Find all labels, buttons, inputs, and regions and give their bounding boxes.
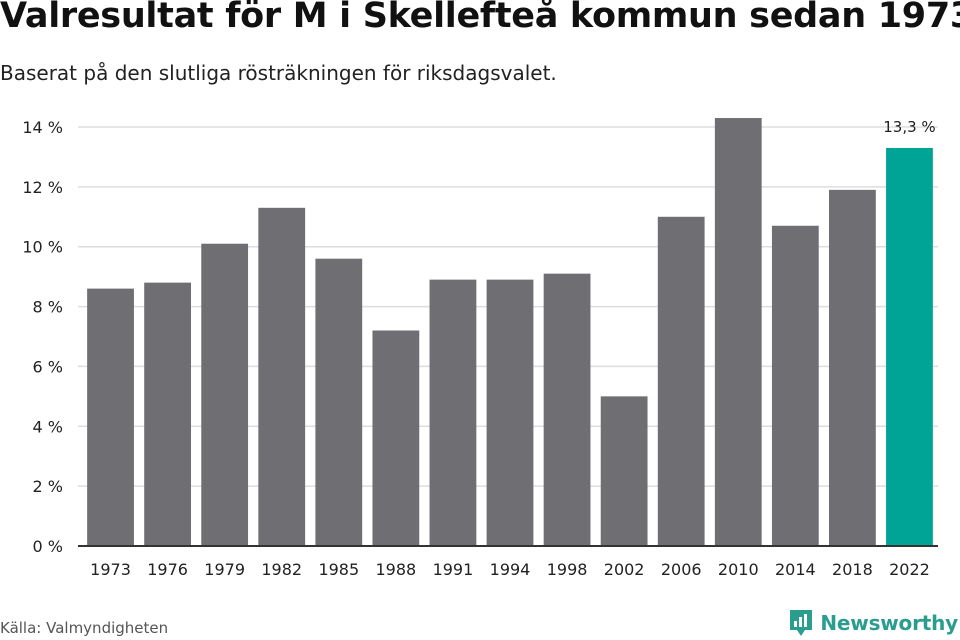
bar — [315, 258, 363, 546]
x-tick-label: 2006 — [661, 560, 702, 579]
x-tick-label: 2014 — [775, 560, 816, 579]
y-tick-label: 12 % — [22, 178, 63, 197]
source-note: Källa: Valmyndigheten — [0, 619, 169, 637]
bar — [886, 147, 933, 546]
bar — [429, 279, 477, 546]
x-tick-label: 1998 — [547, 560, 588, 579]
x-tick-label: 1982 — [261, 560, 302, 579]
y-tick-label: 6 % — [33, 357, 63, 376]
chart-subtitle: Baserat på den slutliga rösträkningen fö… — [0, 61, 557, 85]
bar — [657, 216, 705, 547]
bar — [144, 282, 191, 546]
bar — [87, 288, 134, 546]
brand-logo: Newsworthy — [788, 608, 958, 638]
y-tick-label: 0 % — [33, 537, 63, 556]
bar — [829, 189, 876, 546]
x-tick-label: 2022 — [889, 560, 930, 579]
x-tick-label: 1979 — [204, 560, 245, 579]
x-tick-label: 1985 — [318, 560, 359, 579]
bar — [714, 118, 762, 547]
y-tick-label: 2 % — [33, 477, 63, 496]
brand-name: Newsworthy — [820, 611, 958, 635]
bar — [600, 396, 648, 546]
x-tick-label: 1994 — [490, 560, 531, 579]
bar — [201, 243, 249, 546]
x-tick-label: 1991 — [433, 560, 474, 579]
bar — [258, 207, 306, 547]
y-tick-label: 10 % — [22, 238, 63, 257]
x-tick-label: 1988 — [376, 560, 417, 579]
y-tick-label: 8 % — [33, 298, 63, 317]
x-tick-label: 1976 — [147, 560, 188, 579]
x-tick-label: 1973 — [90, 560, 131, 579]
y-tick-label: 14 % — [22, 118, 63, 137]
y-tick-label: 4 % — [33, 417, 63, 436]
bar — [771, 225, 819, 546]
chart-title: Valresultat för M i Skellefteå kommun se… — [0, 0, 960, 36]
bar — [372, 330, 420, 546]
x-tick-label: 2018 — [832, 560, 873, 579]
x-tick-label: 2010 — [718, 560, 759, 579]
data-label: 13,3 % — [883, 118, 935, 136]
x-tick-label: 2002 — [604, 560, 645, 579]
newsworthy-logo-icon — [790, 610, 813, 636]
bar — [486, 279, 534, 546]
bar — [543, 273, 591, 546]
